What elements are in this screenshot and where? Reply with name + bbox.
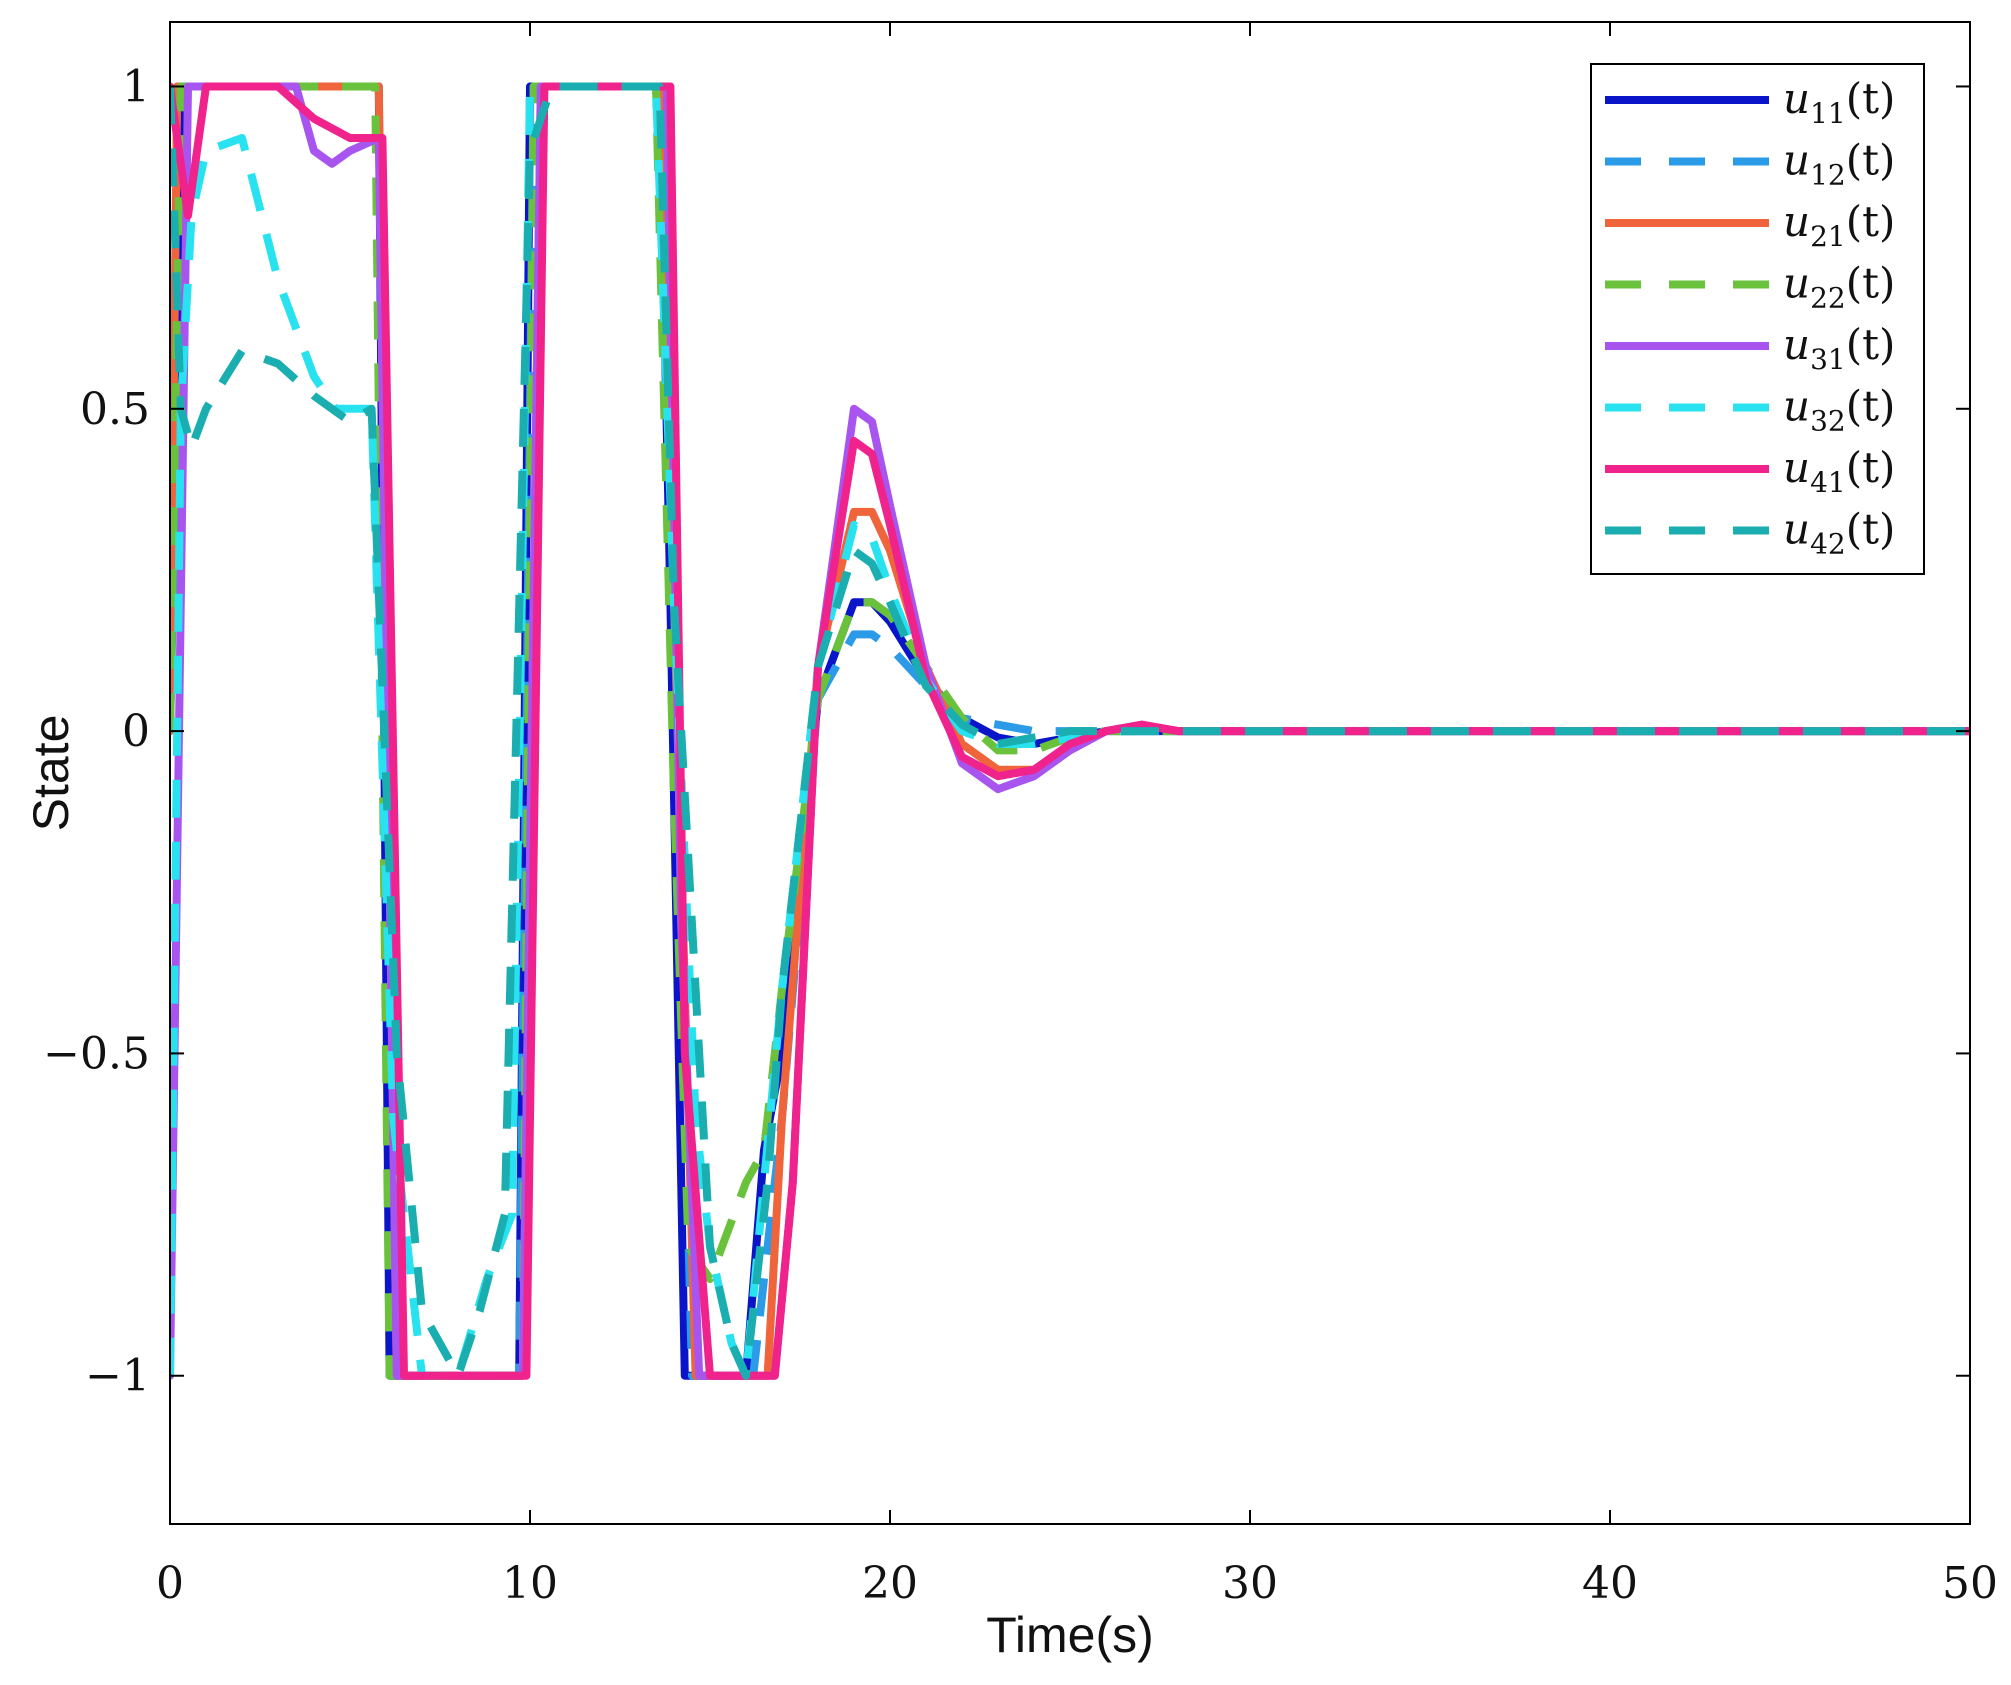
x-axis-label: Time(s) — [986, 1607, 1154, 1663]
legend-label-base: u — [1783, 197, 1810, 246]
x-tick-label: 30 — [1222, 1558, 1278, 1609]
x-tick-label: 40 — [1582, 1558, 1638, 1609]
legend-label-base: u — [1783, 136, 1810, 185]
legend-label-subscript: 32 — [1810, 405, 1846, 438]
legend-label-arg: (t) — [1846, 136, 1896, 185]
series-layer — [170, 82, 1970, 1380]
y-tick-label: −0.5 — [43, 1028, 150, 1079]
x-tick-label: 20 — [862, 1558, 918, 1609]
legend-label-arg: (t) — [1846, 259, 1896, 308]
legend: u11(t)u12(t)u21(t)u22(t)u31(t)u32(t)u41(… — [1590, 63, 1925, 575]
legend-label-subscript: 41 — [1810, 466, 1846, 499]
y-tick-label: −1 — [85, 1351, 150, 1402]
legend-label-arg: (t) — [1846, 197, 1896, 246]
legend-label-22: u22(t) — [1783, 259, 1895, 315]
legend-label-base: u — [1783, 505, 1810, 554]
legend-label-12: u12(t) — [1783, 136, 1895, 192]
legend-box — [1590, 63, 1925, 575]
x-tick-label: 50 — [1942, 1558, 1998, 1609]
x-tick-label: 0 — [156, 1558, 184, 1609]
legend-label-subscript: 31 — [1810, 343, 1846, 376]
legend-label-41: u41(t) — [1783, 443, 1895, 499]
legend-label-arg: (t) — [1846, 505, 1896, 554]
legend-label-11: u11(t) — [1783, 74, 1895, 130]
plot-frame — [169, 21, 1971, 1525]
legend-label-base: u — [1783, 382, 1810, 431]
legend-label-subscript: 11 — [1810, 97, 1846, 130]
legend-label-base: u — [1783, 74, 1810, 123]
legend-label-subscript: 21 — [1810, 220, 1846, 253]
y-tick-label: 0.5 — [80, 384, 150, 435]
legend-label-32: u32(t) — [1783, 382, 1895, 438]
legend-label-base: u — [1783, 320, 1810, 369]
legend-label-arg: (t) — [1846, 443, 1896, 492]
legend-label-base: u — [1783, 259, 1810, 308]
legend-label-31: u31(t) — [1783, 320, 1895, 376]
legend-label-subscript: 22 — [1810, 282, 1846, 315]
legend-label-42: u42(t) — [1783, 505, 1895, 561]
y-axis-label: State — [23, 715, 79, 832]
legend-label-arg: (t) — [1846, 320, 1896, 369]
y-tick-label: 0 — [122, 706, 150, 757]
legend-label-subscript: 12 — [1810, 159, 1846, 192]
legend-label-base: u — [1783, 443, 1810, 492]
ticks-layer: 0 10 20 30 40 50 −1 −0.5 0 0.5 1 — [43, 22, 1998, 1609]
legend-label-arg: (t) — [1846, 74, 1896, 123]
legend-label-arg: (t) — [1846, 382, 1896, 431]
series-line-42 — [170, 82, 1970, 1380]
legend-label-21: u21(t) — [1783, 197, 1895, 253]
y-tick-label: 1 — [122, 61, 150, 112]
x-tick-label: 10 — [502, 1558, 558, 1609]
legend-label-subscript: 42 — [1810, 528, 1846, 561]
